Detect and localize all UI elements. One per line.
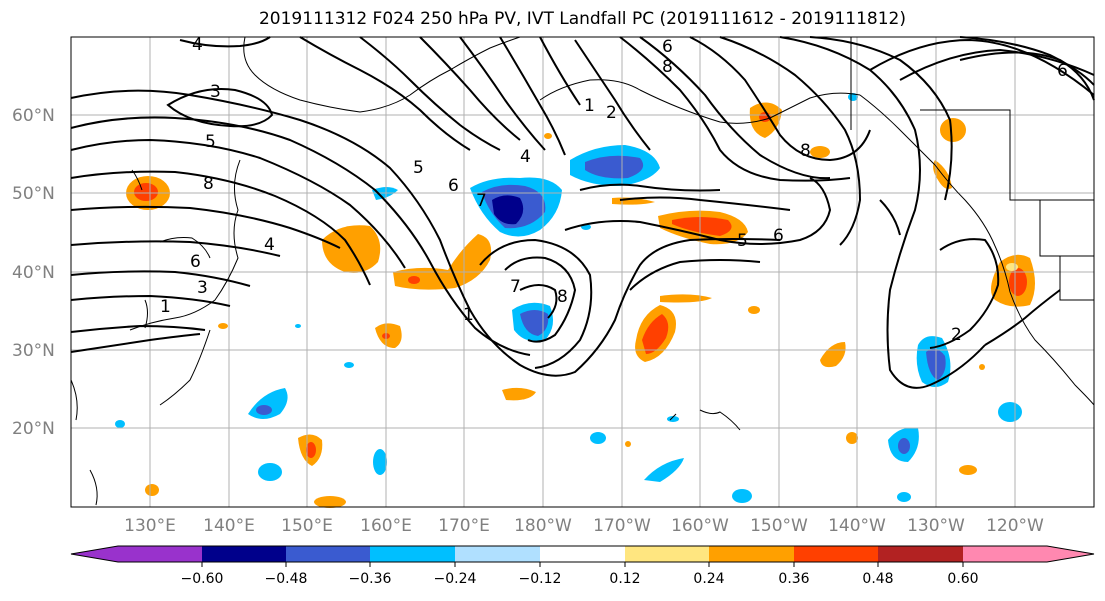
lon-label: 120°W: [986, 516, 1044, 536]
contour-label: 3: [197, 278, 208, 298]
latitude-labels: 60°N 50°N 40°N 30°N 20°N: [12, 106, 55, 439]
lon-label: 140°W: [828, 516, 886, 536]
contour-label: 3: [210, 82, 221, 102]
colorbar-segment: [286, 546, 370, 562]
contour-label: 4: [264, 235, 275, 255]
lon-label: 180°W: [514, 516, 572, 536]
lon-label: 130°E: [124, 516, 176, 536]
contour-label: 2: [951, 325, 962, 345]
contour-label: 1: [160, 297, 171, 317]
contour-label: 8: [662, 57, 673, 77]
pv-contours: [70, 36, 1095, 389]
colorbar-segment: [71, 546, 202, 562]
lon-label: 160°E: [360, 516, 412, 536]
contour-label: 8: [800, 141, 811, 161]
colorbar-segment: [794, 546, 878, 562]
lat-label: 40°N: [12, 263, 55, 283]
colorbar-tick-label: −0.48: [265, 571, 308, 587]
colorbar-tick-label: 0.60: [947, 571, 978, 587]
positive-anomaly-shading: [126, 102, 1035, 508]
lat-label: 30°N: [12, 341, 55, 361]
lon-label: 170°W: [593, 516, 651, 536]
lat-label: 20°N: [12, 419, 55, 439]
map-panel: 4 3 5 8 6 3 1 4 5 6 7 1 7 8 1 2 4 6 8 5 …: [70, 35, 1095, 508]
colorbar-segment: [963, 546, 1094, 562]
contour-labels: 4 3 5 8 6 3 1 4 5 6 7 1 7 8 1 2 4 6 8 5 …: [160, 35, 1068, 345]
lon-label: 170°E: [438, 516, 490, 536]
contour-label: 6: [1057, 61, 1068, 81]
contour-label: 1: [463, 305, 474, 325]
colorbar-tick-label: −0.12: [519, 571, 562, 587]
coastlines: [70, 36, 1095, 506]
contour-label: 6: [662, 37, 673, 57]
lon-label: 130°W: [907, 516, 965, 536]
contour-label: 4: [520, 147, 531, 167]
contour-label: 6: [448, 176, 459, 196]
contour-label: 1: [584, 96, 595, 116]
lon-label: 140°E: [203, 516, 255, 536]
colorbar-tick-label: −0.36: [349, 571, 392, 587]
contour-label: 6: [190, 252, 201, 272]
lon-label: 160°W: [671, 516, 729, 536]
contour-label: 2: [606, 103, 617, 123]
colorbar-tick-label: 0.12: [609, 571, 640, 587]
map-title: 2019111312 F024 250 hPa PV, IVT Landfall…: [258, 9, 906, 29]
colorbar-segment: [370, 546, 455, 562]
negative-anomaly-shading: [115, 93, 1022, 503]
contour-label: 5: [413, 158, 424, 178]
lon-label: 150°W: [750, 516, 808, 536]
contour-label: 5: [205, 132, 216, 152]
contour-label: 7: [510, 277, 521, 297]
lat-label: 60°N: [12, 106, 55, 126]
longitude-labels: 130°E 140°E 150°E 160°E 170°E 180°W 170°…: [124, 516, 1044, 536]
colorbar: −0.60 −0.48 −0.36 −0.24 −0.12 0.12 0.24 …: [70, 545, 1095, 587]
map-frame: [70, 36, 1095, 508]
colorbar-segment: [540, 546, 625, 562]
colorbar-tick-label: 0.36: [778, 571, 809, 587]
lon-label: 150°E: [281, 516, 333, 536]
colorbar-tick-label: 0.48: [862, 571, 893, 587]
contour-label: 5: [737, 231, 748, 251]
colorbar-segment: [709, 546, 794, 562]
contour-label: 6: [773, 226, 784, 246]
contour-label: 8: [557, 287, 568, 307]
colorbar-tick-label: −0.24: [434, 571, 477, 587]
lat-label: 50°N: [12, 184, 55, 204]
contour-label: 4: [192, 35, 203, 55]
colorbar-segment: [202, 546, 286, 562]
contour-label: 7: [476, 191, 487, 211]
colorbar-segment: [455, 546, 540, 562]
colorbar-tick-label: 0.24: [693, 571, 724, 587]
colorbar-tick-label: −0.60: [181, 571, 224, 587]
contour-label: 8: [203, 174, 214, 194]
colorbar-segment: [878, 546, 963, 562]
colorbar-segment: [625, 546, 709, 562]
